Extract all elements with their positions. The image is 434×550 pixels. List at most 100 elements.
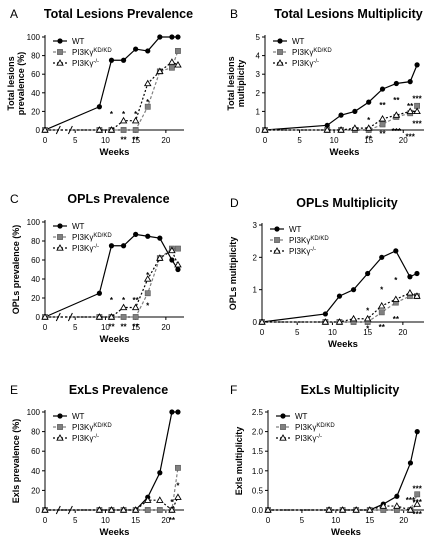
- chart-panel-d: D OPLs Multiplicity 0 1 2 3 0 5 10 15 20 Weeks OPLs …: [228, 196, 424, 350]
- y-axis-label: OPLs prevalence (%): [11, 225, 21, 315]
- data-point-ko: [364, 124, 373, 131]
- series-line-wt: [268, 431, 418, 511]
- x-axis-label: Weeks: [331, 527, 361, 538]
- legend-label-text: PI3Kγ: [72, 423, 93, 432]
- legend-marker-ko: [273, 247, 281, 254]
- data-point-wt: [96, 290, 102, 296]
- legend-label-superscript: -/-: [310, 247, 316, 253]
- legend-label-text: PI3Kγ: [289, 247, 310, 256]
- y-axis-label-line: OPLs prevalence (%): [11, 225, 21, 315]
- data-point-wt: [393, 248, 399, 254]
- data-point-kd: [378, 309, 385, 316]
- legend-label-ko: PI3Kγ-/-: [72, 434, 99, 443]
- x-tick-label: 0: [43, 323, 48, 332]
- data-point-ko: [119, 506, 128, 513]
- y-tick-label: 80: [31, 237, 40, 246]
- x-axis-label: Weeks: [100, 527, 130, 538]
- data-point-wt: [96, 104, 102, 110]
- y-axis-label: Exls prevalence (%): [11, 419, 21, 504]
- series-line-kd: [265, 105, 418, 131]
- x-tick-label: 20: [161, 323, 170, 332]
- y-axis-label: Total lesionsprevalence (%): [6, 52, 26, 116]
- chart-title: OPLs Prevalence: [67, 192, 169, 206]
- y-tick-label: 0: [36, 313, 41, 322]
- legend-label-ko: PI3Kγ-/-: [295, 434, 322, 443]
- data-point-wt: [175, 409, 181, 415]
- legend-label-text: PI3Kγ: [72, 59, 93, 68]
- legend-label-text: PI3Kγ: [292, 59, 313, 68]
- y-axis-label-line: Total lesions: [226, 56, 236, 110]
- significance-marker: **: [366, 134, 373, 143]
- legend-marker-ko: [56, 434, 64, 441]
- y-tick-label: 100: [27, 218, 41, 227]
- legend-label-text: WT: [72, 412, 85, 421]
- chart-title: OPLs Multiplicity: [296, 196, 397, 210]
- significance-marker: ***: [392, 127, 402, 136]
- significance-marker: **: [120, 323, 127, 332]
- data-point-wt: [157, 235, 163, 241]
- legend-marker-wt: [274, 226, 280, 232]
- legend-label-text: PI3Kγ: [72, 48, 93, 57]
- data-point-ko: [168, 58, 176, 65]
- data-point-wt: [108, 243, 115, 249]
- y-tick-label: 100: [27, 33, 41, 42]
- data-point-wt: [407, 79, 413, 85]
- data-point-ko: [406, 288, 414, 296]
- x-tick-label: 0: [43, 136, 48, 145]
- x-tick-label: 15: [363, 328, 372, 337]
- significance-marker: *: [394, 276, 398, 285]
- y-tick-label: 1.5: [252, 447, 264, 456]
- data-point-ko: [338, 506, 347, 513]
- y-tick-label: 40: [31, 89, 40, 98]
- x-tick-label: 20: [399, 136, 408, 145]
- y-tick-label: 80: [31, 428, 40, 437]
- data-point-wt: [414, 270, 420, 277]
- x-tick-label: 20: [161, 516, 170, 525]
- x-tick-label: 5: [295, 328, 300, 337]
- data-point-ko: [95, 126, 104, 133]
- data-point-wt: [175, 34, 181, 40]
- y-tick-label: 20: [31, 294, 40, 303]
- data-point-ko: [337, 126, 345, 133]
- data-point-ko: [349, 314, 358, 322]
- significance-marker: ***: [406, 496, 416, 505]
- significance-marker: ***: [413, 484, 423, 493]
- significance-marker: *: [366, 307, 370, 316]
- data-point-wt: [133, 46, 139, 52]
- legend-label-ko: PI3Kγ-/-: [72, 244, 99, 253]
- legend-label-text: PI3Kγ: [295, 434, 316, 443]
- x-axis-label: Weeks: [328, 339, 358, 350]
- series-line-ko: [265, 110, 418, 131]
- data-point-wt: [379, 86, 386, 92]
- data-point-wt: [157, 34, 163, 40]
- legend-marker-wt: [57, 223, 63, 229]
- significance-marker: **: [133, 296, 140, 305]
- x-tick-label: 10: [330, 136, 339, 145]
- data-point-ko: [41, 506, 49, 513]
- legend-label-text: PI3Kγ: [289, 236, 310, 245]
- data-point-ko: [392, 295, 400, 303]
- x-tick-label: 10: [101, 323, 110, 332]
- panel-letter: E: [10, 383, 18, 397]
- significance-marker: *: [366, 324, 370, 333]
- legend-label-kd: PI3KγKD/KD: [295, 423, 335, 432]
- data-point-wt: [407, 274, 413, 280]
- legend-label-ko: PI3Kγ-/-: [72, 59, 99, 68]
- x-tick-label: 0: [260, 328, 265, 337]
- x-tick-label: 5: [73, 136, 78, 145]
- data-point-wt: [157, 470, 163, 476]
- data-point-kd: [379, 121, 386, 128]
- chart-panel-a: A Total Lesions Prevalence 0 20 40 60 80 100 0 5 1…: [6, 7, 193, 158]
- data-point-wt: [145, 48, 151, 54]
- legend-marker-ko: [276, 59, 284, 66]
- x-tick-label: 15: [131, 136, 140, 145]
- legend-label-text: WT: [72, 222, 85, 231]
- panel-letter: D: [230, 196, 239, 210]
- y-tick-label: 20: [31, 486, 40, 495]
- legend-label-wt: WT: [292, 37, 305, 46]
- data-point-wt: [414, 62, 420, 68]
- data-point-wt: [394, 493, 400, 499]
- data-point-ko: [392, 111, 401, 118]
- x-tick-label: 20: [399, 516, 408, 525]
- significance-marker: *: [146, 271, 150, 280]
